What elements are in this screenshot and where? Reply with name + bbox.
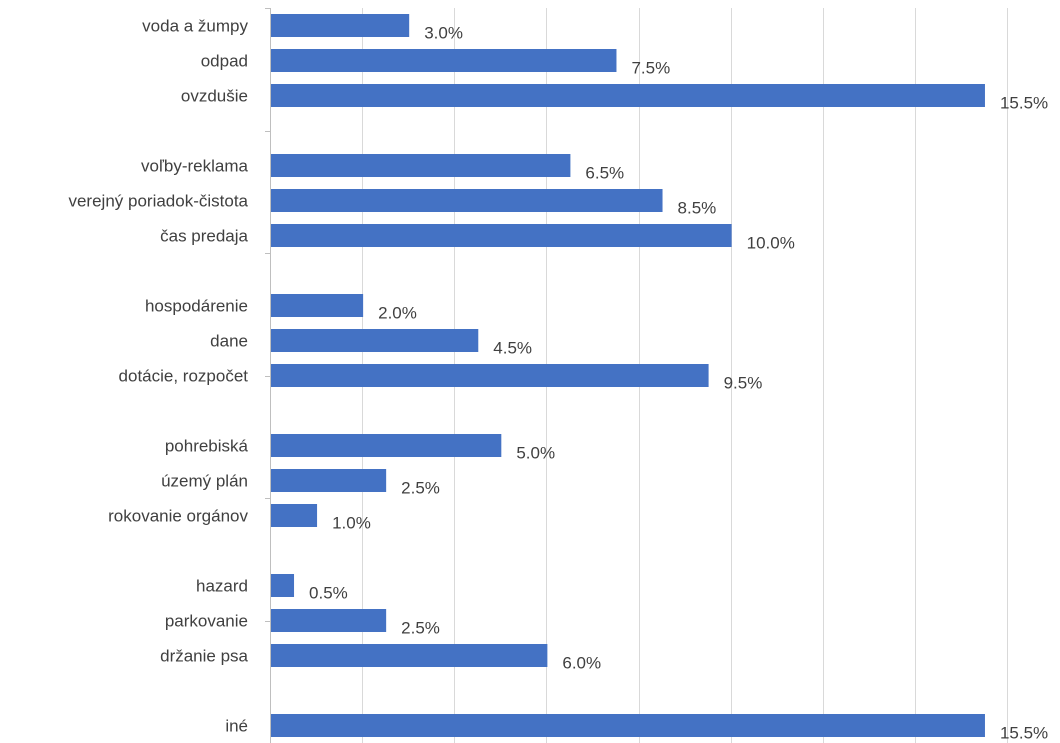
category-label: hospodárenie (145, 297, 248, 316)
data-label: 2.0% (378, 304, 417, 323)
data-label: 5.0% (516, 444, 555, 463)
bar (271, 364, 709, 387)
category-label: ovzdušie (181, 87, 248, 106)
category-label: odpad (201, 52, 248, 71)
data-label: 2.5% (401, 479, 440, 498)
category-label: pohrebiská (165, 437, 249, 456)
data-label: 0.5% (309, 584, 348, 603)
category-axis (265, 8, 271, 743)
bar (271, 469, 387, 492)
data-label: 2.5% (401, 619, 440, 638)
bar (271, 84, 985, 107)
category-label: voda a žumpy (142, 17, 248, 36)
bar (271, 329, 479, 352)
bar (271, 14, 410, 37)
bar (271, 434, 502, 457)
data-label: 6.5% (585, 164, 624, 183)
bar (271, 504, 318, 527)
bars (271, 14, 985, 737)
data-label: 9.5% (724, 374, 763, 393)
bar (271, 154, 571, 177)
bar (271, 49, 617, 72)
category-label: rokovanie orgánov (108, 507, 248, 526)
data-label: 15.5% (1000, 724, 1048, 743)
data-label: 8.5% (678, 199, 717, 218)
category-label: územý plán (161, 472, 248, 491)
category-label: držanie psa (160, 647, 248, 666)
category-label: iné (225, 717, 248, 736)
category-label: dane (210, 332, 248, 351)
bar (271, 294, 364, 317)
data-label: 4.5% (493, 339, 532, 358)
bar (271, 609, 387, 632)
bar (271, 189, 663, 212)
data-label: 15.5% (1000, 94, 1048, 113)
category-label: čas predaja (160, 227, 248, 246)
category-label: dotácie, rozpočet (119, 367, 249, 386)
category-label: verejný poriadok-čistota (68, 192, 248, 211)
bar (271, 224, 732, 247)
labels: voda a žumpy 3.0% odpad 7.5% ovzdušie 15.5% vo… (68, 17, 1048, 743)
category-label: hazard (196, 577, 248, 596)
data-label: 7.5% (631, 59, 670, 78)
data-label: 1.0% (332, 514, 371, 533)
bar (271, 644, 548, 667)
bar (271, 574, 295, 597)
data-label: 10.0% (747, 234, 795, 253)
category-label: parkovanie (165, 612, 248, 631)
data-label: 6.0% (562, 654, 601, 673)
bar (271, 714, 985, 737)
category-label: voľby-reklama (141, 157, 249, 176)
data-label: 3.0% (424, 24, 463, 43)
